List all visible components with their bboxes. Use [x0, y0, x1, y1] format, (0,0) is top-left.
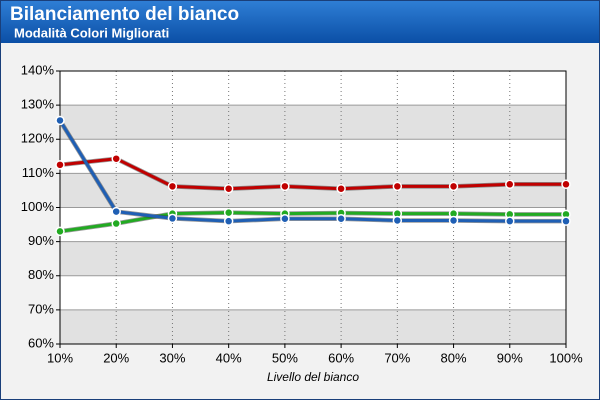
data-point: [561, 179, 571, 190]
x-tick-label: 70%: [384, 350, 410, 365]
chart-subtitle: Modalità Colori Migliorati: [14, 25, 169, 40]
data-point: [505, 179, 515, 190]
data-point: [505, 216, 515, 226]
x-tick-label: 10%: [47, 350, 73, 365]
y-tick-label: 130%: [21, 97, 55, 112]
data-point: [280, 181, 290, 192]
x-tick-label: 30%: [159, 350, 185, 365]
y-tick-label: 140%: [21, 62, 55, 77]
data-point: [392, 181, 403, 192]
chart-title: Bilanciamento del bianco: [10, 4, 239, 25]
x-tick-label: 90%: [497, 350, 523, 365]
data-point: [223, 216, 234, 226]
x-tick-label: 100%: [549, 350, 583, 365]
y-tick-label: 100%: [21, 199, 55, 214]
data-point: [55, 160, 65, 170]
data-point: [111, 153, 121, 164]
data-point: [55, 226, 65, 237]
data-point: [336, 183, 346, 194]
data-point: [280, 214, 290, 224]
series-line: [59, 211, 566, 233]
data-point: [448, 181, 459, 192]
y-tick-label: 80%: [28, 267, 54, 282]
band: [60, 105, 566, 140]
data-point: [223, 183, 234, 194]
plot: 60% 70% 80% 90% 100% 110% 120% 130% 140% 10% 20% 30…: [21, 62, 583, 365]
series-line: [58, 119, 566, 223]
plot-border: [59, 70, 567, 345]
data-point: [448, 215, 459, 226]
y-tick-label: 90%: [28, 233, 54, 248]
series-line: [59, 157, 566, 191]
data-point: [111, 206, 121, 217]
data-point: [55, 115, 65, 126]
y-tick-label: 60%: [28, 335, 54, 350]
x-tick-label: 50%: [272, 350, 298, 365]
x-tick-label: 60%: [328, 350, 354, 365]
x-tick-label: 80%: [441, 350, 467, 365]
data-point: [167, 213, 178, 224]
y-tick-label: 110%: [22, 165, 55, 180]
data-point: [561, 216, 571, 226]
x-axis-label: Livello del bianco: [267, 370, 359, 384]
x-tick-label: 20%: [103, 350, 129, 365]
x-tick-label: 40%: [216, 350, 242, 365]
header: [0, 0, 600, 43]
band: [60, 241, 566, 276]
y-tick-label: 120%: [21, 131, 55, 146]
data-point: [223, 207, 234, 218]
band: [60, 173, 566, 208]
y-tick-label: 70%: [28, 301, 54, 316]
data-point: [392, 215, 403, 226]
data-point: [336, 214, 346, 224]
data-point: [167, 181, 178, 192]
data-point: [111, 218, 121, 229]
band: [60, 309, 566, 344]
